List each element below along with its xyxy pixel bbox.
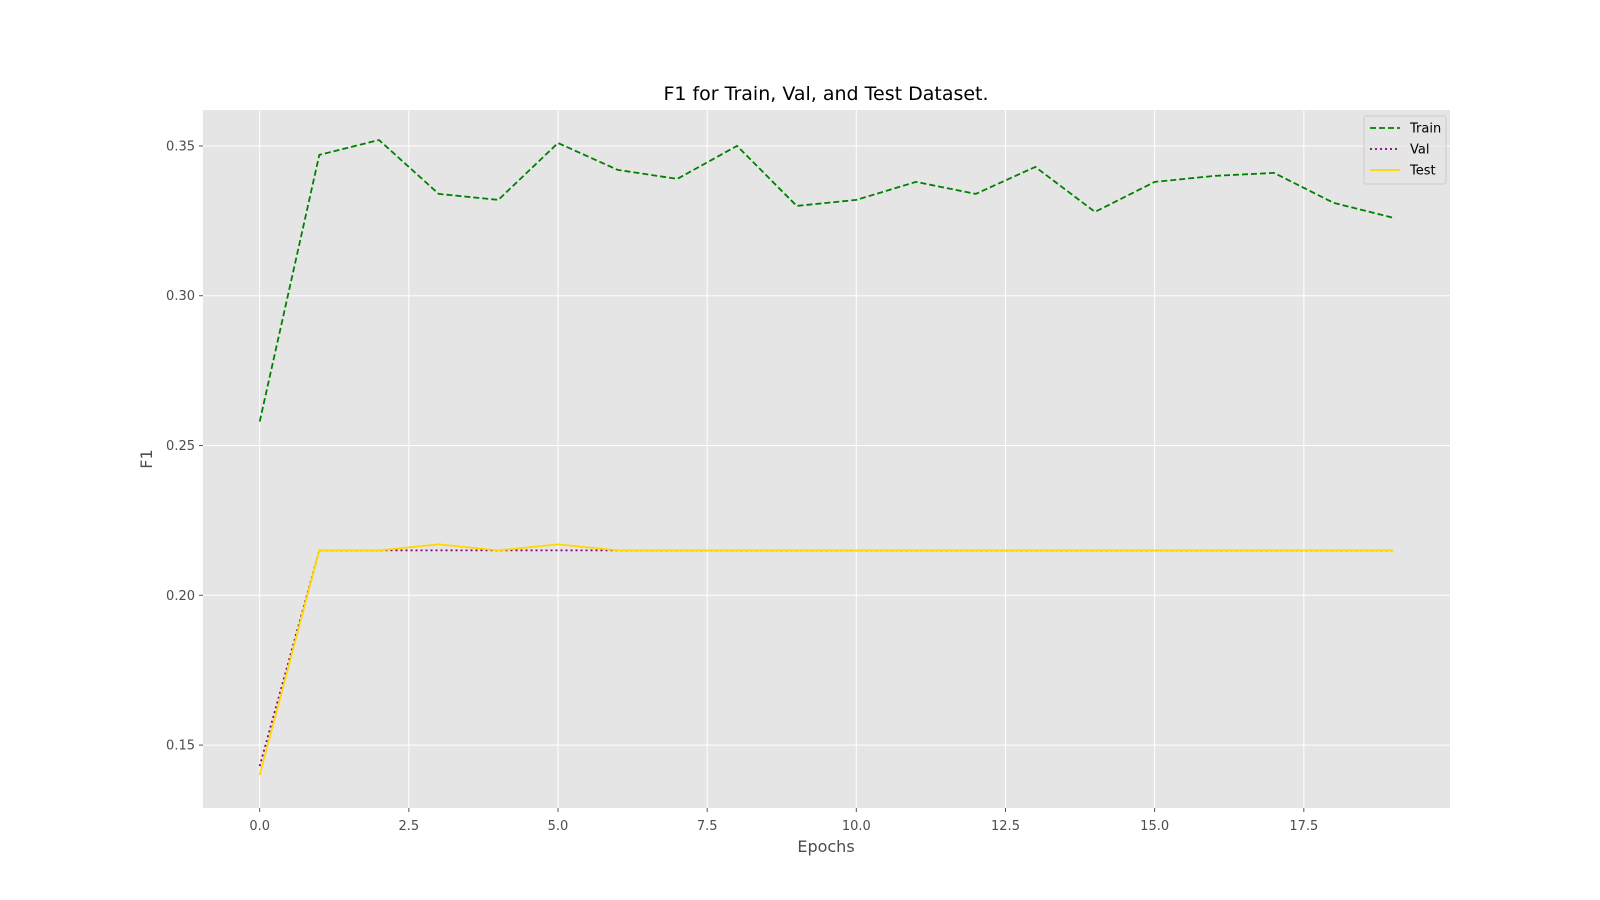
plot-area: [203, 110, 1450, 808]
x-tick-label: 2.5: [399, 819, 420, 834]
x-axis-label: Epochs: [797, 837, 854, 856]
series-lines: [258, 139, 1394, 776]
y-tick-label: 0.30: [166, 289, 195, 304]
x-axis-ticks: 0.0 2.5 5.0 7.5 10.0 12.5 15.0 17.5: [249, 808, 1318, 834]
legend-box: [1363, 115, 1447, 185]
series-line-test: [258, 543, 1394, 776]
chart-title: F1 for Train, Val, and Test Dataset.: [663, 83, 988, 105]
x-tick-label: 15.0: [1140, 819, 1169, 834]
x-tick-label: 12.5: [991, 819, 1020, 834]
x-tick-label: 0.0: [249, 819, 270, 834]
y-tick-label: 0.15: [166, 739, 195, 754]
y-tick-label: 0.35: [166, 139, 195, 154]
y-axis-ticks: 0.15 0.20 0.25 0.30 0.35: [166, 139, 203, 754]
legend-label-test: Test: [1409, 164, 1436, 179]
y-tick-label: 0.25: [166, 439, 195, 454]
legend: Train Val Test: [1363, 115, 1447, 185]
x-tick-label: 10.0: [842, 819, 871, 834]
y-axis-label: F1: [137, 449, 156, 468]
series-line-train: [258, 139, 1394, 422]
y-tick-label: 0.20: [166, 589, 195, 604]
x-tick-label: 5.0: [548, 819, 569, 834]
legend-label-train: Train: [1409, 122, 1441, 137]
legend-label-val: Val: [1410, 143, 1429, 158]
grid-lines: [203, 110, 1450, 808]
x-tick-label: 7.5: [697, 819, 718, 834]
x-tick-label: 17.5: [1289, 819, 1318, 834]
